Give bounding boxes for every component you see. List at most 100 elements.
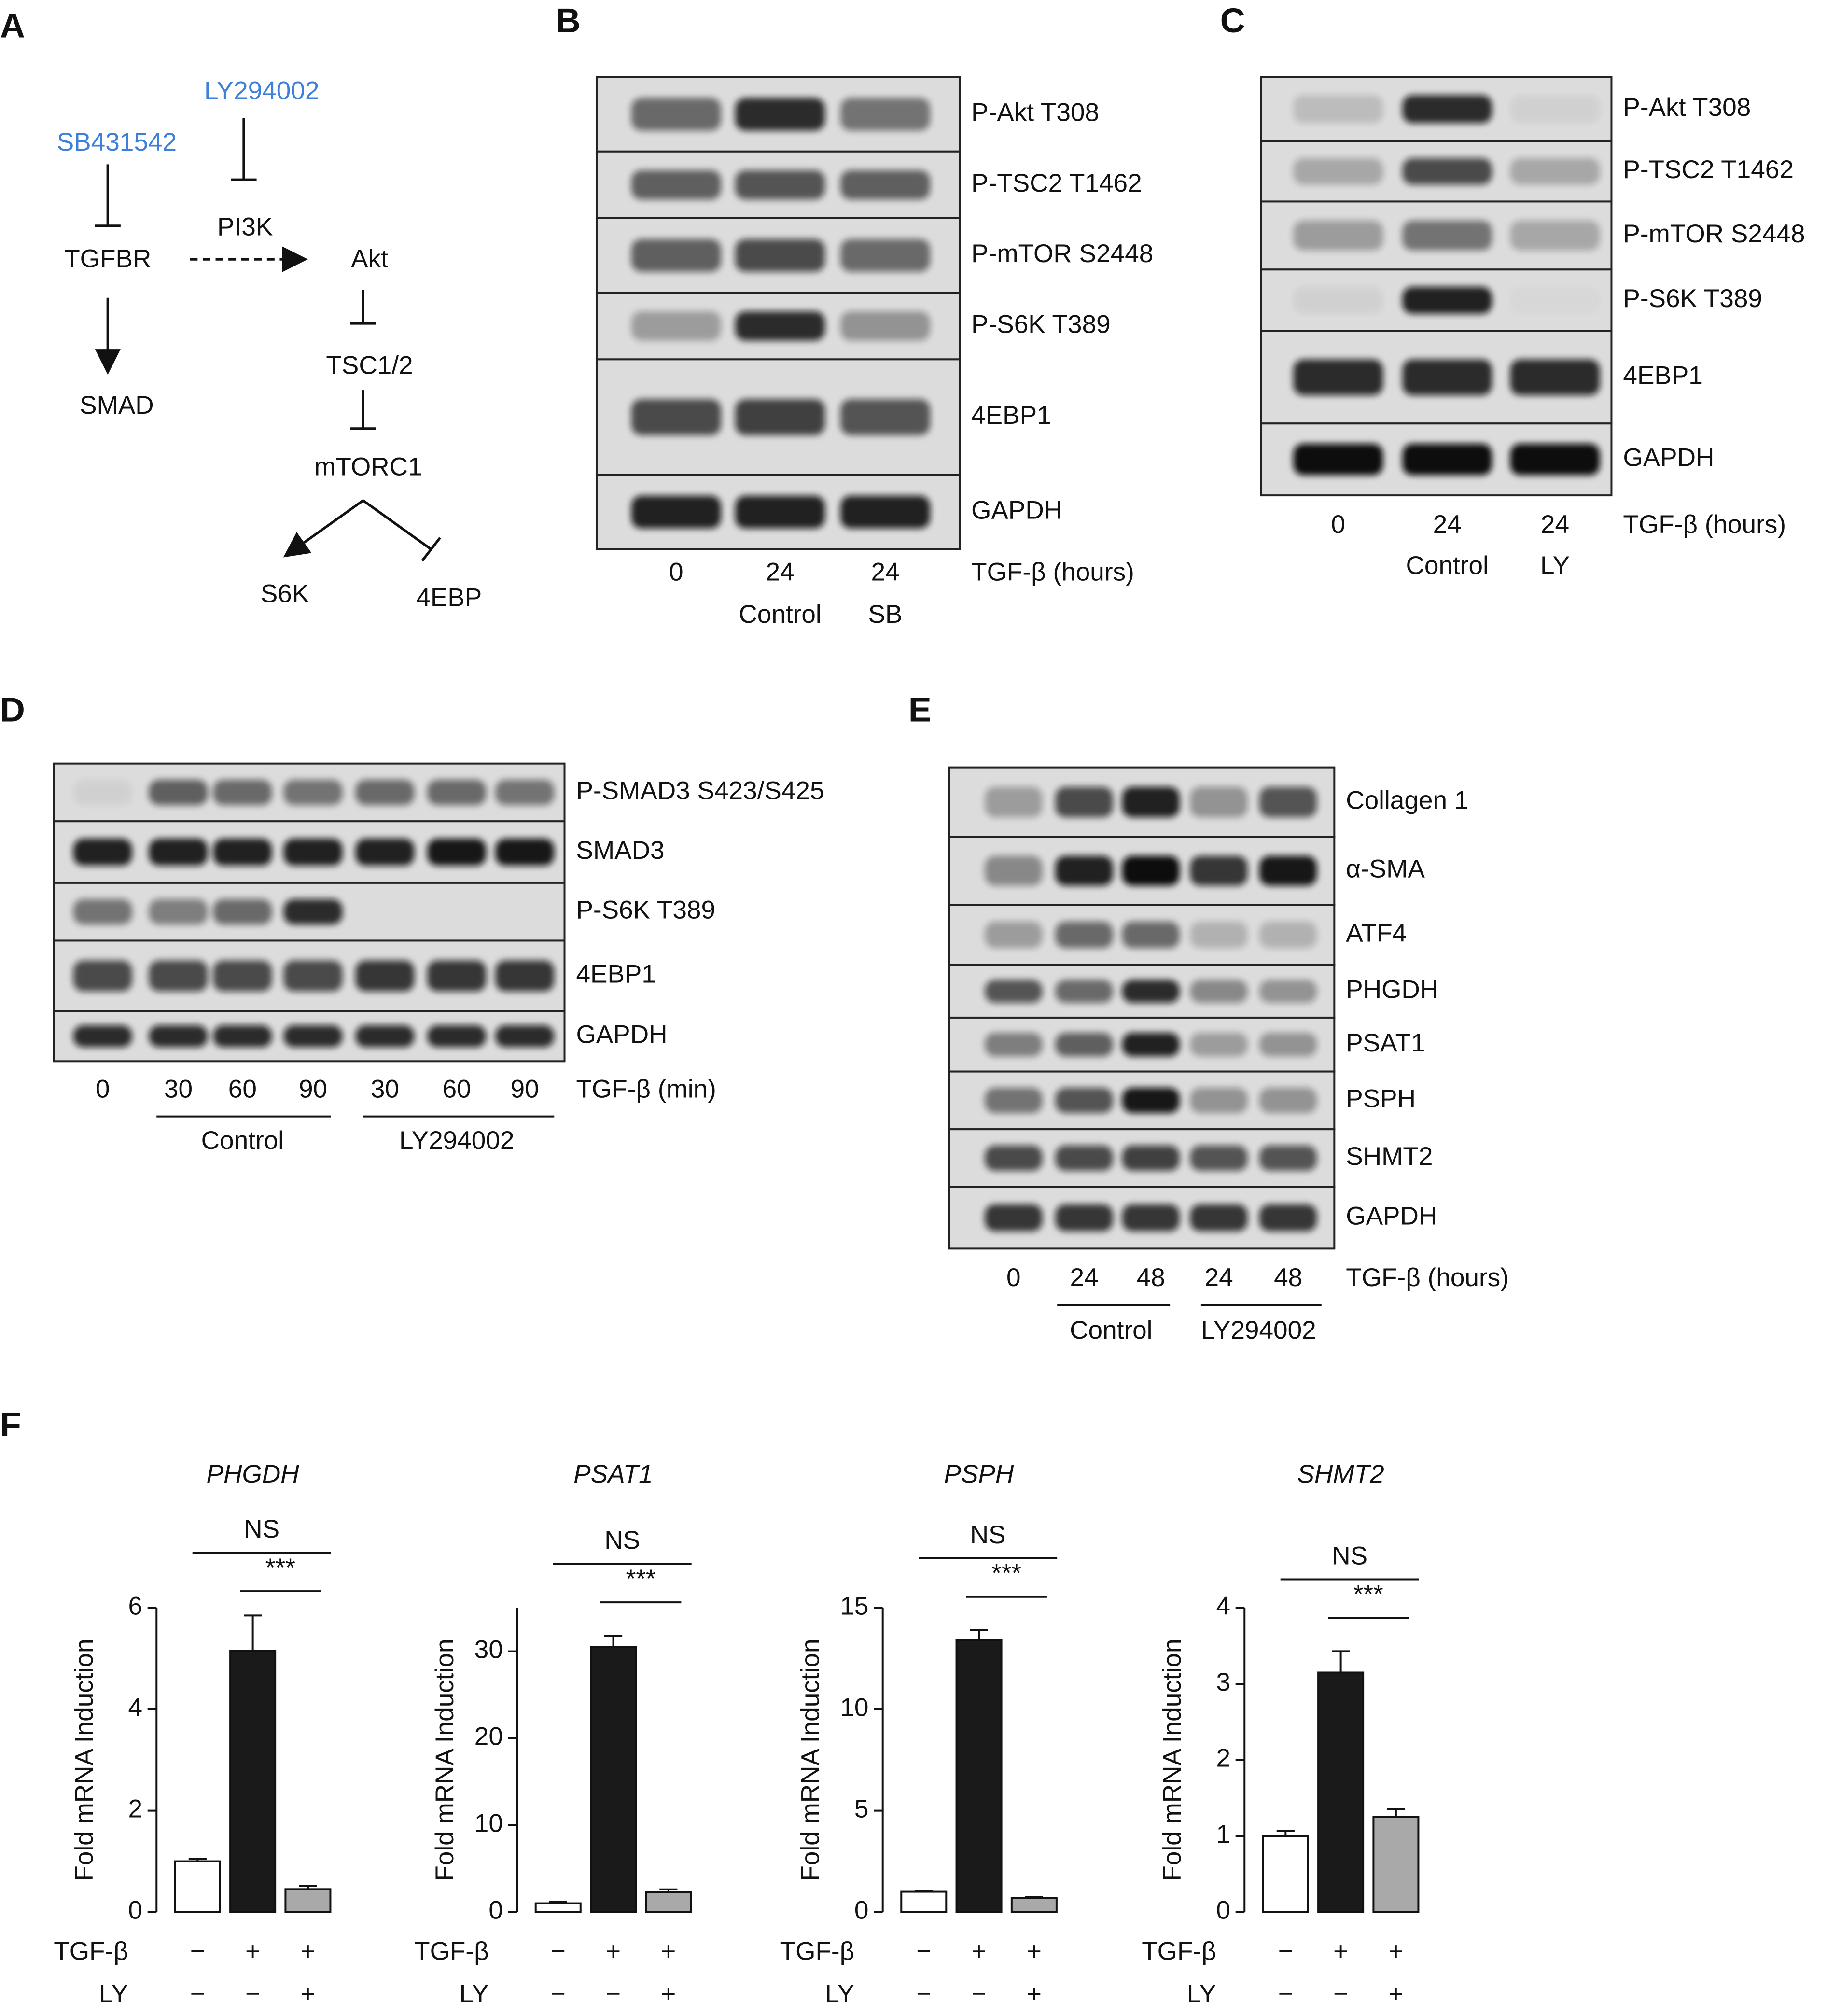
band xyxy=(1293,359,1383,395)
condition-label: LY xyxy=(460,1979,489,2008)
band xyxy=(1122,786,1180,817)
y-tick-label: 20 xyxy=(474,1722,503,1751)
bar xyxy=(645,1891,692,1913)
band xyxy=(427,780,487,805)
lane-label: 60 xyxy=(228,1075,257,1103)
condition-label: TGF-β xyxy=(1142,1937,1216,1966)
inhibition xyxy=(95,164,121,227)
bar xyxy=(1372,1816,1420,1913)
node: SB431542 xyxy=(57,128,177,156)
band xyxy=(631,98,721,131)
band xyxy=(1293,220,1383,251)
y-tick-label: 6 xyxy=(128,1592,142,1621)
y-tick-label: 0 xyxy=(1216,1896,1230,1925)
lane-label: 90 xyxy=(511,1075,539,1103)
band xyxy=(985,922,1043,948)
panel-letter: B xyxy=(556,1,581,40)
band xyxy=(1259,1033,1317,1057)
bar xyxy=(1262,1835,1309,1913)
row-label: P-mTOR S2448 xyxy=(1623,220,1805,248)
condition-value: − xyxy=(1278,1979,1293,2008)
band xyxy=(149,1025,208,1048)
band xyxy=(1055,922,1113,948)
lane-label: 48 xyxy=(1274,1263,1302,1292)
row-label: GAPDH xyxy=(1346,1202,1437,1231)
lane-label: 30 xyxy=(164,1075,193,1103)
axis-label: TGF-β (min) xyxy=(576,1075,716,1103)
error-bar xyxy=(1387,1808,1405,1817)
band xyxy=(1259,1204,1317,1232)
row-label: P-Akt T308 xyxy=(1623,93,1751,122)
bar xyxy=(955,1639,1003,1913)
group-label: Control xyxy=(201,1126,284,1155)
band xyxy=(355,960,415,992)
row-label: P-TSC2 T1462 xyxy=(971,169,1142,197)
band xyxy=(985,1204,1043,1232)
y-tick-label: 2 xyxy=(1216,1744,1230,1773)
band xyxy=(1190,1145,1248,1171)
blot-panel: P-Akt T308 P-TSC2 T1462 P-mTOR S2448 P-S6K … xyxy=(595,76,1153,629)
band xyxy=(1402,95,1492,124)
group-label: Control xyxy=(1070,1316,1152,1344)
inhibition xyxy=(362,499,441,562)
lane-label: 24 xyxy=(871,558,899,586)
band xyxy=(283,899,343,924)
inhibition xyxy=(231,118,257,181)
band xyxy=(840,311,931,341)
arrow xyxy=(283,499,364,558)
band xyxy=(985,1033,1043,1057)
lane-label: 0 xyxy=(1006,1263,1021,1292)
band xyxy=(840,98,931,131)
group-label: Control xyxy=(1406,551,1489,580)
condition-value: + xyxy=(1333,1937,1348,1966)
band xyxy=(840,239,931,272)
row-label: PSAT1 xyxy=(1346,1029,1425,1057)
row-label: P-SMAD3 S423/S425 xyxy=(576,777,824,805)
band xyxy=(355,838,415,866)
bar xyxy=(534,1902,582,1913)
band xyxy=(1190,1204,1248,1232)
row-label: P-TSC2 T1462 xyxy=(1623,155,1794,184)
band xyxy=(1259,786,1317,817)
condition-label: TGF-β xyxy=(780,1937,855,1966)
row-label: GAPDH xyxy=(576,1021,667,1049)
condition-value: + xyxy=(661,1979,676,2008)
significance-label: NS xyxy=(1332,1541,1367,1570)
group-label: LY294002 xyxy=(1201,1316,1316,1344)
row-label: P-S6K T389 xyxy=(1623,284,1762,313)
band xyxy=(495,838,555,866)
row-label: PHGDH xyxy=(1346,975,1438,1004)
row-label: P-S6K T389 xyxy=(971,310,1111,338)
condition-value: − xyxy=(916,1979,931,2008)
band xyxy=(213,1025,272,1048)
band xyxy=(1259,922,1317,948)
condition-value: − xyxy=(190,1979,205,2008)
band xyxy=(213,899,272,924)
condition-label: LY xyxy=(1187,1979,1216,2008)
band xyxy=(631,495,721,529)
error-bar xyxy=(1276,1830,1295,1836)
row-label: P-mTOR S2448 xyxy=(971,239,1153,268)
band xyxy=(1402,158,1492,185)
significance-label: NS xyxy=(970,1521,1006,1549)
row-label: P-S6K T389 xyxy=(576,896,715,924)
band xyxy=(1190,1088,1248,1113)
band xyxy=(1510,158,1600,185)
condition-label: TGF-β xyxy=(414,1937,489,1966)
chart-title: SHMT2 xyxy=(1297,1460,1384,1488)
y-tick-label: 1 xyxy=(1216,1820,1230,1848)
condition-value: − xyxy=(190,1937,205,1966)
blot-panel: P-SMAD3 S423/S425 SMAD3 P-S6K T389 4EBP1 GAP… xyxy=(53,762,824,1155)
error-bar xyxy=(970,1629,988,1640)
condition-value: + xyxy=(300,1937,315,1966)
group-label: SB xyxy=(868,600,903,629)
y-tick-label: 10 xyxy=(474,1809,503,1838)
y-tick-label: 0 xyxy=(488,1896,503,1925)
bar-chart: PSAT1 Fold mRNA Induction 0 10 20 30 NS *** TGF-… xyxy=(414,1460,692,2008)
lane-label: 30 xyxy=(371,1075,399,1103)
band xyxy=(735,170,825,200)
condition-label: TGF-β xyxy=(54,1937,128,1966)
band xyxy=(1122,1145,1180,1171)
bar xyxy=(229,1650,277,1913)
